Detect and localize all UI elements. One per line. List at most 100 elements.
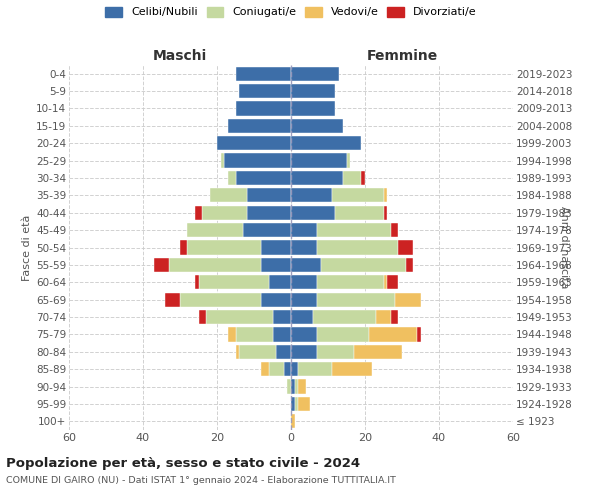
Bar — [291, 380, 295, 394]
Bar — [243, 223, 291, 237]
Bar — [383, 275, 387, 289]
Bar — [291, 397, 295, 411]
Bar — [187, 223, 243, 237]
Bar — [291, 66, 339, 81]
Bar — [343, 171, 361, 185]
Bar — [247, 188, 291, 202]
Bar — [291, 223, 317, 237]
Bar — [291, 258, 320, 272]
Text: COMUNE DI GAIRO (NU) - Dati ISTAT 1° gennaio 2024 - Elaborazione TUTTITALIA.IT: COMUNE DI GAIRO (NU) - Dati ISTAT 1° gen… — [6, 476, 396, 485]
Bar — [228, 328, 235, 342]
Bar — [291, 240, 317, 254]
Bar — [272, 328, 291, 342]
Bar — [154, 258, 169, 272]
Bar — [235, 328, 272, 342]
Bar — [287, 380, 291, 394]
Bar — [383, 206, 387, 220]
Bar — [276, 344, 291, 359]
Bar — [284, 362, 291, 376]
Bar — [376, 310, 391, 324]
Bar — [291, 344, 317, 359]
Text: Popolazione per età, sesso e stato civile - 2024: Popolazione per età, sesso e stato civil… — [6, 458, 360, 470]
Bar — [217, 136, 291, 150]
Bar — [239, 84, 291, 98]
Bar — [247, 206, 291, 220]
Bar — [332, 362, 373, 376]
Bar — [291, 414, 295, 428]
Bar — [262, 258, 291, 272]
Legend: Celibi/Nubili, Coniugati/e, Vedovi/e, Divorziati/e: Celibi/Nubili, Coniugati/e, Vedovi/e, Di… — [106, 6, 476, 18]
Bar — [262, 292, 291, 307]
Bar — [354, 344, 402, 359]
Bar — [235, 66, 291, 81]
Bar — [317, 275, 383, 289]
Bar — [165, 292, 180, 307]
Bar — [228, 118, 291, 133]
Bar — [417, 328, 421, 342]
Bar — [235, 102, 291, 116]
Bar — [228, 171, 235, 185]
Bar — [291, 310, 313, 324]
Bar — [298, 380, 306, 394]
Bar — [291, 206, 335, 220]
Bar — [317, 223, 391, 237]
Bar — [298, 362, 332, 376]
Bar — [317, 292, 395, 307]
Bar — [187, 240, 262, 254]
Bar — [332, 188, 383, 202]
Y-axis label: Fasce di età: Fasce di età — [22, 214, 32, 280]
Bar — [291, 362, 298, 376]
Bar — [195, 206, 202, 220]
Bar — [209, 188, 247, 202]
Bar — [387, 275, 398, 289]
Bar — [291, 84, 335, 98]
Bar — [272, 310, 291, 324]
Bar — [295, 380, 298, 394]
Bar — [317, 328, 368, 342]
Bar — [291, 275, 317, 289]
Bar — [291, 171, 343, 185]
Bar — [180, 240, 187, 254]
Bar — [291, 328, 317, 342]
Bar — [291, 118, 343, 133]
Bar — [195, 275, 199, 289]
Bar — [262, 362, 269, 376]
Bar — [291, 188, 332, 202]
Bar — [199, 310, 206, 324]
Bar — [269, 275, 291, 289]
Bar — [291, 102, 335, 116]
Bar — [317, 240, 398, 254]
Text: Femmine: Femmine — [367, 48, 437, 62]
Bar — [291, 136, 361, 150]
Bar — [206, 310, 272, 324]
Text: Maschi: Maschi — [153, 48, 207, 62]
Bar — [169, 258, 262, 272]
Bar — [406, 258, 413, 272]
Bar — [391, 310, 398, 324]
Bar — [368, 328, 417, 342]
Bar — [269, 362, 284, 376]
Bar — [391, 223, 398, 237]
Bar — [395, 292, 421, 307]
Bar — [313, 310, 376, 324]
Bar — [224, 154, 291, 168]
Bar — [235, 171, 291, 185]
Bar — [199, 275, 269, 289]
Bar — [180, 292, 262, 307]
Bar — [347, 154, 350, 168]
Bar — [335, 206, 383, 220]
Bar — [298, 397, 310, 411]
Bar — [398, 240, 413, 254]
Bar — [295, 397, 298, 411]
Bar — [202, 206, 247, 220]
Text: Anni di nascita: Anni di nascita — [559, 206, 569, 289]
Bar — [235, 344, 239, 359]
Bar — [239, 344, 276, 359]
Bar — [383, 188, 387, 202]
Bar — [361, 171, 365, 185]
Bar — [291, 292, 317, 307]
Bar — [262, 240, 291, 254]
Bar — [291, 154, 347, 168]
Bar — [221, 154, 224, 168]
Bar — [320, 258, 406, 272]
